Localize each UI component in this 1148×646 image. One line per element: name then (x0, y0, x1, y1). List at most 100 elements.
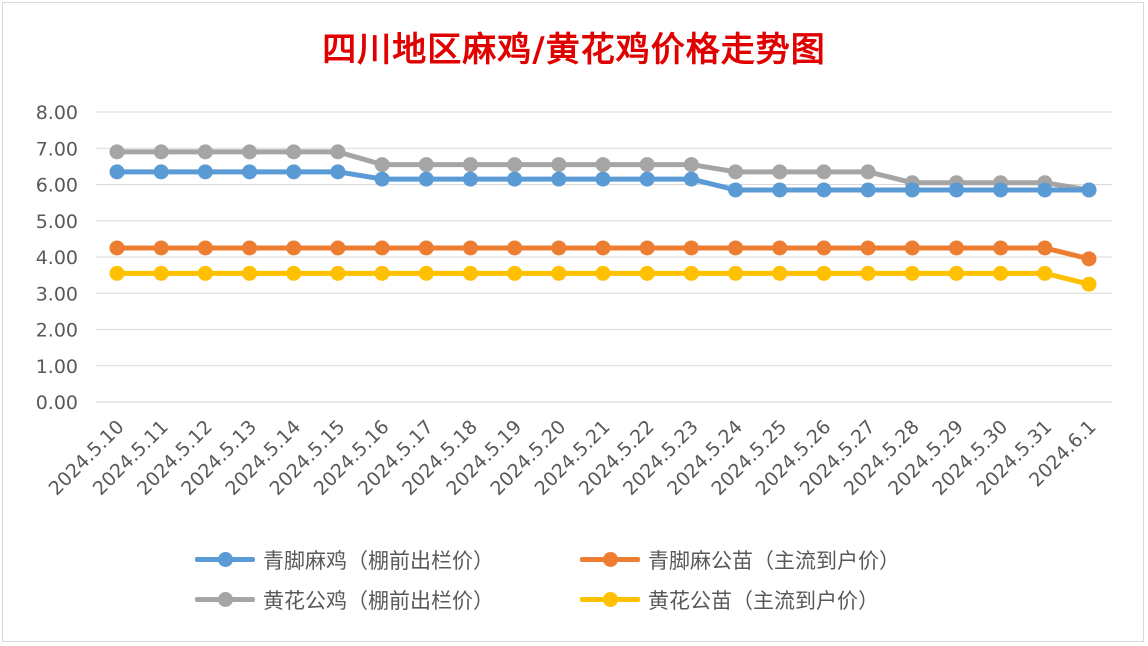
data-point[interactable] (374, 240, 390, 256)
data-point[interactable] (551, 240, 567, 256)
data-point[interactable] (418, 157, 434, 173)
data-point[interactable] (109, 144, 125, 160)
data-point[interactable] (860, 240, 876, 256)
data-point[interactable] (374, 171, 390, 187)
data-point[interactable] (595, 171, 611, 187)
data-point[interactable] (683, 157, 699, 173)
data-point[interactable] (551, 265, 567, 281)
data-point[interactable] (595, 240, 611, 256)
data-point[interactable] (728, 182, 744, 198)
data-point[interactable] (286, 265, 302, 281)
data-point[interactable] (1037, 240, 1053, 256)
data-point[interactable] (860, 164, 876, 180)
data-point[interactable] (595, 157, 611, 173)
data-point[interactable] (816, 240, 832, 256)
data-point[interactable] (904, 182, 920, 198)
y-tick-label: 8.00 (36, 102, 78, 124)
data-point[interactable] (948, 240, 964, 256)
data-point[interactable] (639, 265, 655, 281)
data-point[interactable] (462, 171, 478, 187)
data-point[interactable] (993, 240, 1009, 256)
data-point[interactable] (109, 164, 125, 180)
data-point[interactable] (197, 265, 213, 281)
data-point[interactable] (551, 171, 567, 187)
data-point[interactable] (639, 171, 655, 187)
data-point[interactable] (904, 240, 920, 256)
data-point[interactable] (639, 157, 655, 173)
data-point[interactable] (1081, 182, 1097, 198)
data-point[interactable] (860, 182, 876, 198)
data-point[interactable] (153, 144, 169, 160)
legend: 青脚麻鸡（棚前出栏价） 青脚麻公苗（主流到户价） 黄花公鸡（棚前出栏价） 黄花公… (195, 542, 995, 622)
data-point[interactable] (683, 240, 699, 256)
data-point[interactable] (242, 164, 258, 180)
data-point[interactable] (374, 157, 390, 173)
legend-label-series-2: 青脚麻公苗（主流到户价） (648, 549, 900, 573)
data-point[interactable] (197, 240, 213, 256)
legend-item-series-4[interactable]: 黄花公苗（主流到户价） (580, 582, 879, 618)
data-point[interactable] (1037, 265, 1053, 281)
data-point[interactable] (1037, 182, 1053, 198)
data-point[interactable] (507, 265, 523, 281)
data-point[interactable] (816, 182, 832, 198)
data-point[interactable] (507, 157, 523, 173)
data-point[interactable] (330, 265, 346, 281)
data-point[interactable] (462, 157, 478, 173)
data-point[interactable] (683, 171, 699, 187)
data-point[interactable] (109, 240, 125, 256)
legend-item-series-2[interactable]: 青脚麻公苗（主流到户价） (580, 542, 900, 578)
data-point[interactable] (153, 265, 169, 281)
data-point[interactable] (595, 265, 611, 281)
data-point[interactable] (462, 240, 478, 256)
data-point[interactable] (153, 240, 169, 256)
legend-item-series-3[interactable]: 黄花公鸡（棚前出栏价） (195, 582, 494, 618)
data-point[interactable] (772, 265, 788, 281)
legend-item-series-1[interactable]: 青脚麻鸡（棚前出栏价） (195, 542, 494, 578)
data-point[interactable] (286, 164, 302, 180)
legend-label-series-3: 黄花公鸡（棚前出栏价） (263, 589, 494, 613)
data-point[interactable] (418, 240, 434, 256)
data-point[interactable] (462, 265, 478, 281)
data-point[interactable] (197, 164, 213, 180)
data-point[interactable] (330, 144, 346, 160)
y-tick-label: 5.00 (36, 211, 78, 233)
data-point[interactable] (772, 164, 788, 180)
data-point[interactable] (728, 240, 744, 256)
data-point[interactable] (772, 182, 788, 198)
data-point[interactable] (507, 240, 523, 256)
data-point[interactable] (330, 240, 346, 256)
data-point[interactable] (816, 265, 832, 281)
data-point[interactable] (904, 265, 920, 281)
data-point[interactable] (1081, 251, 1097, 267)
data-point[interactable] (242, 265, 258, 281)
data-point[interactable] (507, 171, 523, 187)
data-point[interactable] (860, 265, 876, 281)
data-point[interactable] (197, 144, 213, 160)
chart-title: 四川地区麻鸡/黄花鸡价格走势图 (322, 30, 826, 70)
data-point[interactable] (948, 265, 964, 281)
data-point[interactable] (728, 265, 744, 281)
series-1 (109, 164, 1097, 198)
data-point[interactable] (330, 164, 346, 180)
data-point[interactable] (639, 240, 655, 256)
data-point[interactable] (993, 265, 1009, 281)
data-point[interactable] (1081, 276, 1097, 292)
data-point[interactable] (728, 164, 744, 180)
data-point[interactable] (551, 157, 567, 173)
legend-label-series-4: 黄花公苗（主流到户价） (648, 589, 879, 613)
data-point[interactable] (242, 144, 258, 160)
data-point[interactable] (816, 164, 832, 180)
data-point[interactable] (374, 265, 390, 281)
data-point[interactable] (286, 240, 302, 256)
data-point[interactable] (772, 240, 788, 256)
data-point[interactable] (109, 265, 125, 281)
legend-swatch-series-2 (580, 542, 640, 578)
data-point[interactable] (993, 182, 1009, 198)
data-point[interactable] (242, 240, 258, 256)
data-point[interactable] (153, 164, 169, 180)
data-point[interactable] (286, 144, 302, 160)
data-point[interactable] (418, 265, 434, 281)
data-point[interactable] (683, 265, 699, 281)
data-point[interactable] (948, 182, 964, 198)
data-point[interactable] (418, 171, 434, 187)
